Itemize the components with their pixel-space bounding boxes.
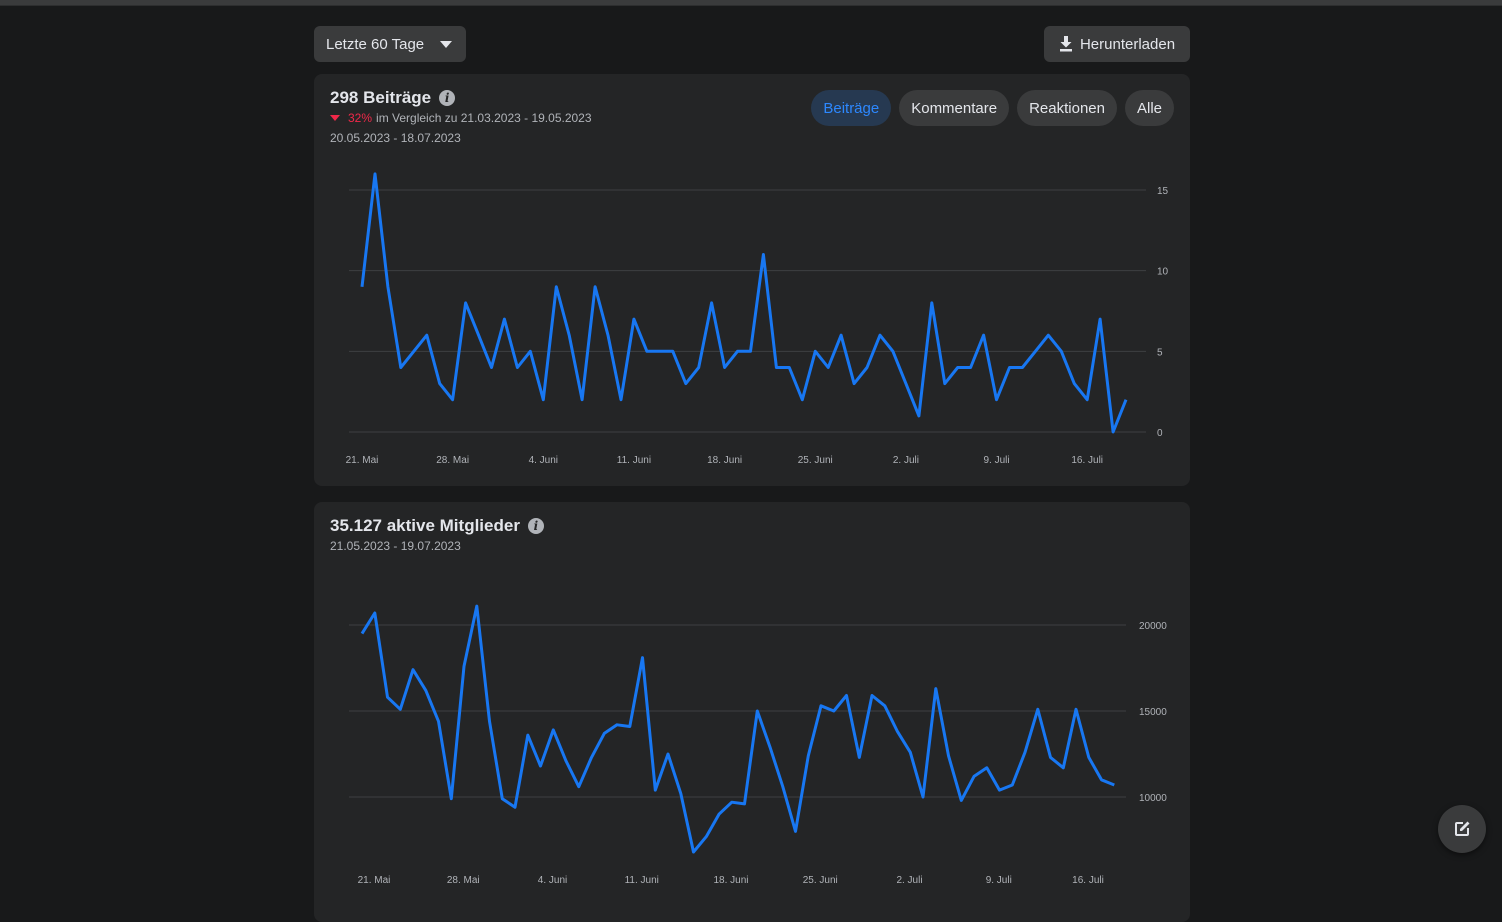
posts-card-title: 298 Beiträge i bbox=[330, 88, 456, 108]
members-line-chart: 10000 15000 20000 21. Mai 28. Mai 4. Juni 11. … bbox=[349, 604, 1167, 886]
x-tick-label: 9. Juli bbox=[986, 875, 1012, 886]
comparison-text: im Vergleich zu 21.03.2023 - 19.05.2023 bbox=[376, 111, 592, 125]
x-tick-label: 2. Juli bbox=[896, 875, 922, 886]
download-button[interactable]: Herunterladen bbox=[1044, 26, 1190, 62]
y-tick-label: 15000 bbox=[1139, 707, 1167, 718]
insights-content: Letzte 60 Tage Herunterladen 298 Beiträg… bbox=[314, 26, 1190, 922]
members-card-title: 35.127 aktive Mitglieder i bbox=[330, 516, 544, 536]
y-tick-label: 10 bbox=[1157, 267, 1169, 278]
change-percent: 32% bbox=[348, 111, 373, 125]
y-tick-label: 0 bbox=[1157, 428, 1163, 439]
series-line bbox=[360, 604, 1115, 854]
x-tick-label: 28. Mai bbox=[447, 875, 480, 886]
posts-line-chart: 0 5 10 15 21. Mai 28. Mai 4. Juni 11. Juni 18. J… bbox=[346, 172, 1169, 466]
y-tick-label: 5 bbox=[1157, 347, 1163, 358]
members-card: 35.127 aktive Mitglieder i 21.05.2023 - … bbox=[314, 502, 1190, 922]
tab-all[interactable]: Alle bbox=[1124, 90, 1174, 126]
download-icon bbox=[1059, 36, 1072, 52]
posts-comparison: 32% im Vergleich zu 21.03.2023 - 19.05.2… bbox=[330, 111, 592, 125]
x-tick-label: 9. Juli bbox=[983, 455, 1009, 466]
edit-icon bbox=[1455, 821, 1470, 836]
decrease-arrow-icon bbox=[330, 115, 340, 121]
x-tick-label: 18. Juni bbox=[707, 455, 742, 466]
x-tick-label: 11. Juni bbox=[625, 875, 659, 886]
posts-card: 298 Beiträge i 32% im Vergleich zu 21.03… bbox=[314, 74, 1190, 486]
members-count-title: 35.127 aktive Mitglieder bbox=[330, 516, 520, 535]
toolbar: Letzte 60 Tage Herunterladen bbox=[314, 26, 1190, 62]
x-tick-label: 4. Juni bbox=[538, 875, 567, 886]
compose-button[interactable] bbox=[1438, 805, 1486, 853]
x-tick-label: 21. Mai bbox=[358, 875, 391, 886]
x-tick-label: 16. Juli bbox=[1071, 455, 1103, 466]
x-tick-label: 4. Juni bbox=[529, 455, 558, 466]
y-tick-label: 20000 bbox=[1139, 621, 1167, 632]
period-dropdown[interactable]: Letzte 60 Tage bbox=[314, 26, 466, 62]
download-button-label: Herunterladen bbox=[1079, 35, 1176, 53]
tab-reactions[interactable]: Reaktionen bbox=[1017, 90, 1117, 126]
x-tick-label: 2. Juli bbox=[893, 455, 919, 466]
period-dropdown-label: Letzte 60 Tage bbox=[326, 35, 425, 53]
y-tick-label: 15 bbox=[1157, 186, 1169, 197]
window-top-bar bbox=[0, 0, 1502, 6]
x-tick-label: 11. Juni bbox=[617, 455, 651, 466]
x-tick-label: 25. Juni bbox=[798, 455, 833, 466]
info-icon[interactable]: i bbox=[527, 518, 544, 534]
x-tick-label: 28. Mai bbox=[436, 455, 469, 466]
y-tick-label: 10000 bbox=[1139, 793, 1167, 804]
tab-posts[interactable]: Beiträge bbox=[811, 90, 892, 126]
x-tick-label: 25. Juni bbox=[803, 875, 838, 886]
x-tick-label: 16. Juli bbox=[1072, 875, 1104, 886]
x-tick-label: 18. Juni bbox=[713, 875, 748, 886]
series-line bbox=[360, 172, 1128, 434]
posts-date-range: 20.05.2023 - 18.07.2023 bbox=[330, 131, 461, 145]
caret-down-icon bbox=[440, 41, 452, 48]
metric-tabs: Beiträge Kommentare Reaktionen Alle bbox=[811, 90, 1174, 126]
tab-comments[interactable]: Kommentare bbox=[899, 90, 1010, 126]
posts-count-title: 298 Beiträge bbox=[330, 88, 432, 107]
members-date-range: 21.05.2023 - 19.07.2023 bbox=[330, 539, 461, 553]
x-tick-label: 21. Mai bbox=[346, 455, 379, 466]
info-icon[interactable]: i bbox=[439, 90, 456, 106]
